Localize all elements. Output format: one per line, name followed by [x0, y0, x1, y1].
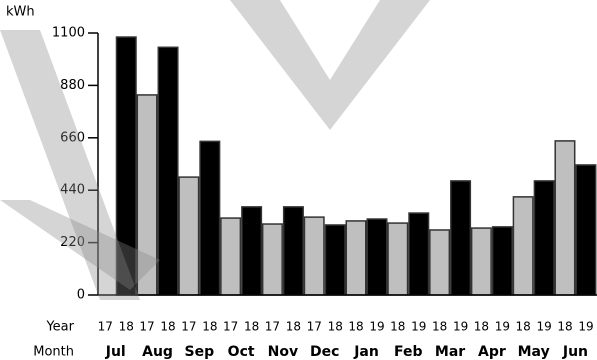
watermark: [230, 0, 430, 130]
y-tick-label: 1100: [52, 26, 85, 41]
y-tick-label: 440: [60, 183, 85, 198]
bar: [241, 206, 263, 296]
year-label: 19: [411, 320, 426, 334]
x-tick-label: Jan: [353, 344, 379, 360]
bar: [282, 206, 304, 296]
year-label: 18: [474, 320, 489, 334]
y-tick-label: 880: [60, 78, 85, 93]
bar: [533, 180, 555, 296]
watermark: [0, 200, 160, 290]
row-label: Month: [33, 345, 74, 360]
x-tick-label: May: [518, 344, 550, 360]
year-label: 18: [202, 320, 217, 334]
x-tick-label: Aug: [142, 344, 173, 360]
bar: [387, 222, 409, 296]
bar: [575, 164, 597, 296]
year-label: 17: [181, 320, 196, 334]
year-label: 17: [223, 320, 238, 334]
bar: [491, 226, 513, 296]
x-tick-label: Jul: [105, 344, 126, 360]
year-label: 18: [557, 320, 572, 334]
year-label: 18: [244, 320, 259, 334]
x-tick-label: Dec: [310, 344, 339, 360]
year-label: 17: [265, 320, 280, 334]
bar: [345, 220, 367, 296]
year-label: 18: [390, 320, 405, 334]
year-label: 17: [98, 320, 113, 334]
year-label: 19: [578, 320, 593, 334]
x-tick-label: Jun: [562, 344, 588, 360]
x-tick-label: Sep: [185, 344, 215, 360]
bar: [512, 196, 534, 296]
row-label: Year: [45, 320, 74, 335]
bar: [157, 46, 179, 296]
bar: [450, 180, 472, 296]
year-label: 18: [328, 320, 343, 334]
bar: [178, 176, 200, 296]
x-tick-label: Feb: [394, 344, 423, 360]
bar: [220, 217, 242, 296]
x-tick-label: Nov: [268, 344, 298, 360]
bar: [408, 212, 430, 296]
bar: [366, 218, 388, 296]
year-label: 18: [516, 320, 531, 334]
bar: [470, 227, 492, 296]
bar: [324, 224, 346, 296]
year-label: 19: [537, 320, 552, 334]
x-tick-label: Mar: [435, 344, 465, 360]
year-label: 18: [160, 320, 175, 334]
x-tick-label: Apr: [478, 344, 506, 360]
year-label: 19: [369, 320, 384, 334]
y-tick-label: 660: [60, 130, 85, 145]
year-label: 17: [307, 320, 322, 334]
watermark: [0, 30, 140, 300]
bar: [303, 216, 325, 296]
x-tick-label: Oct: [228, 344, 255, 360]
y-tick-label: 0: [77, 288, 85, 303]
bar: [554, 140, 576, 296]
year-label: 19: [453, 320, 468, 334]
year-label: 18: [119, 320, 134, 334]
year-label: 18: [348, 320, 363, 334]
bar: [429, 229, 451, 296]
bar: [261, 223, 283, 296]
y-tick-label: 220: [60, 235, 85, 250]
year-label: 17: [139, 320, 154, 334]
year-label: 19: [495, 320, 510, 334]
y-axis-label: kWh: [6, 5, 35, 20]
bar: [199, 140, 221, 296]
year-label: 18: [432, 320, 447, 334]
year-label: 18: [286, 320, 301, 334]
